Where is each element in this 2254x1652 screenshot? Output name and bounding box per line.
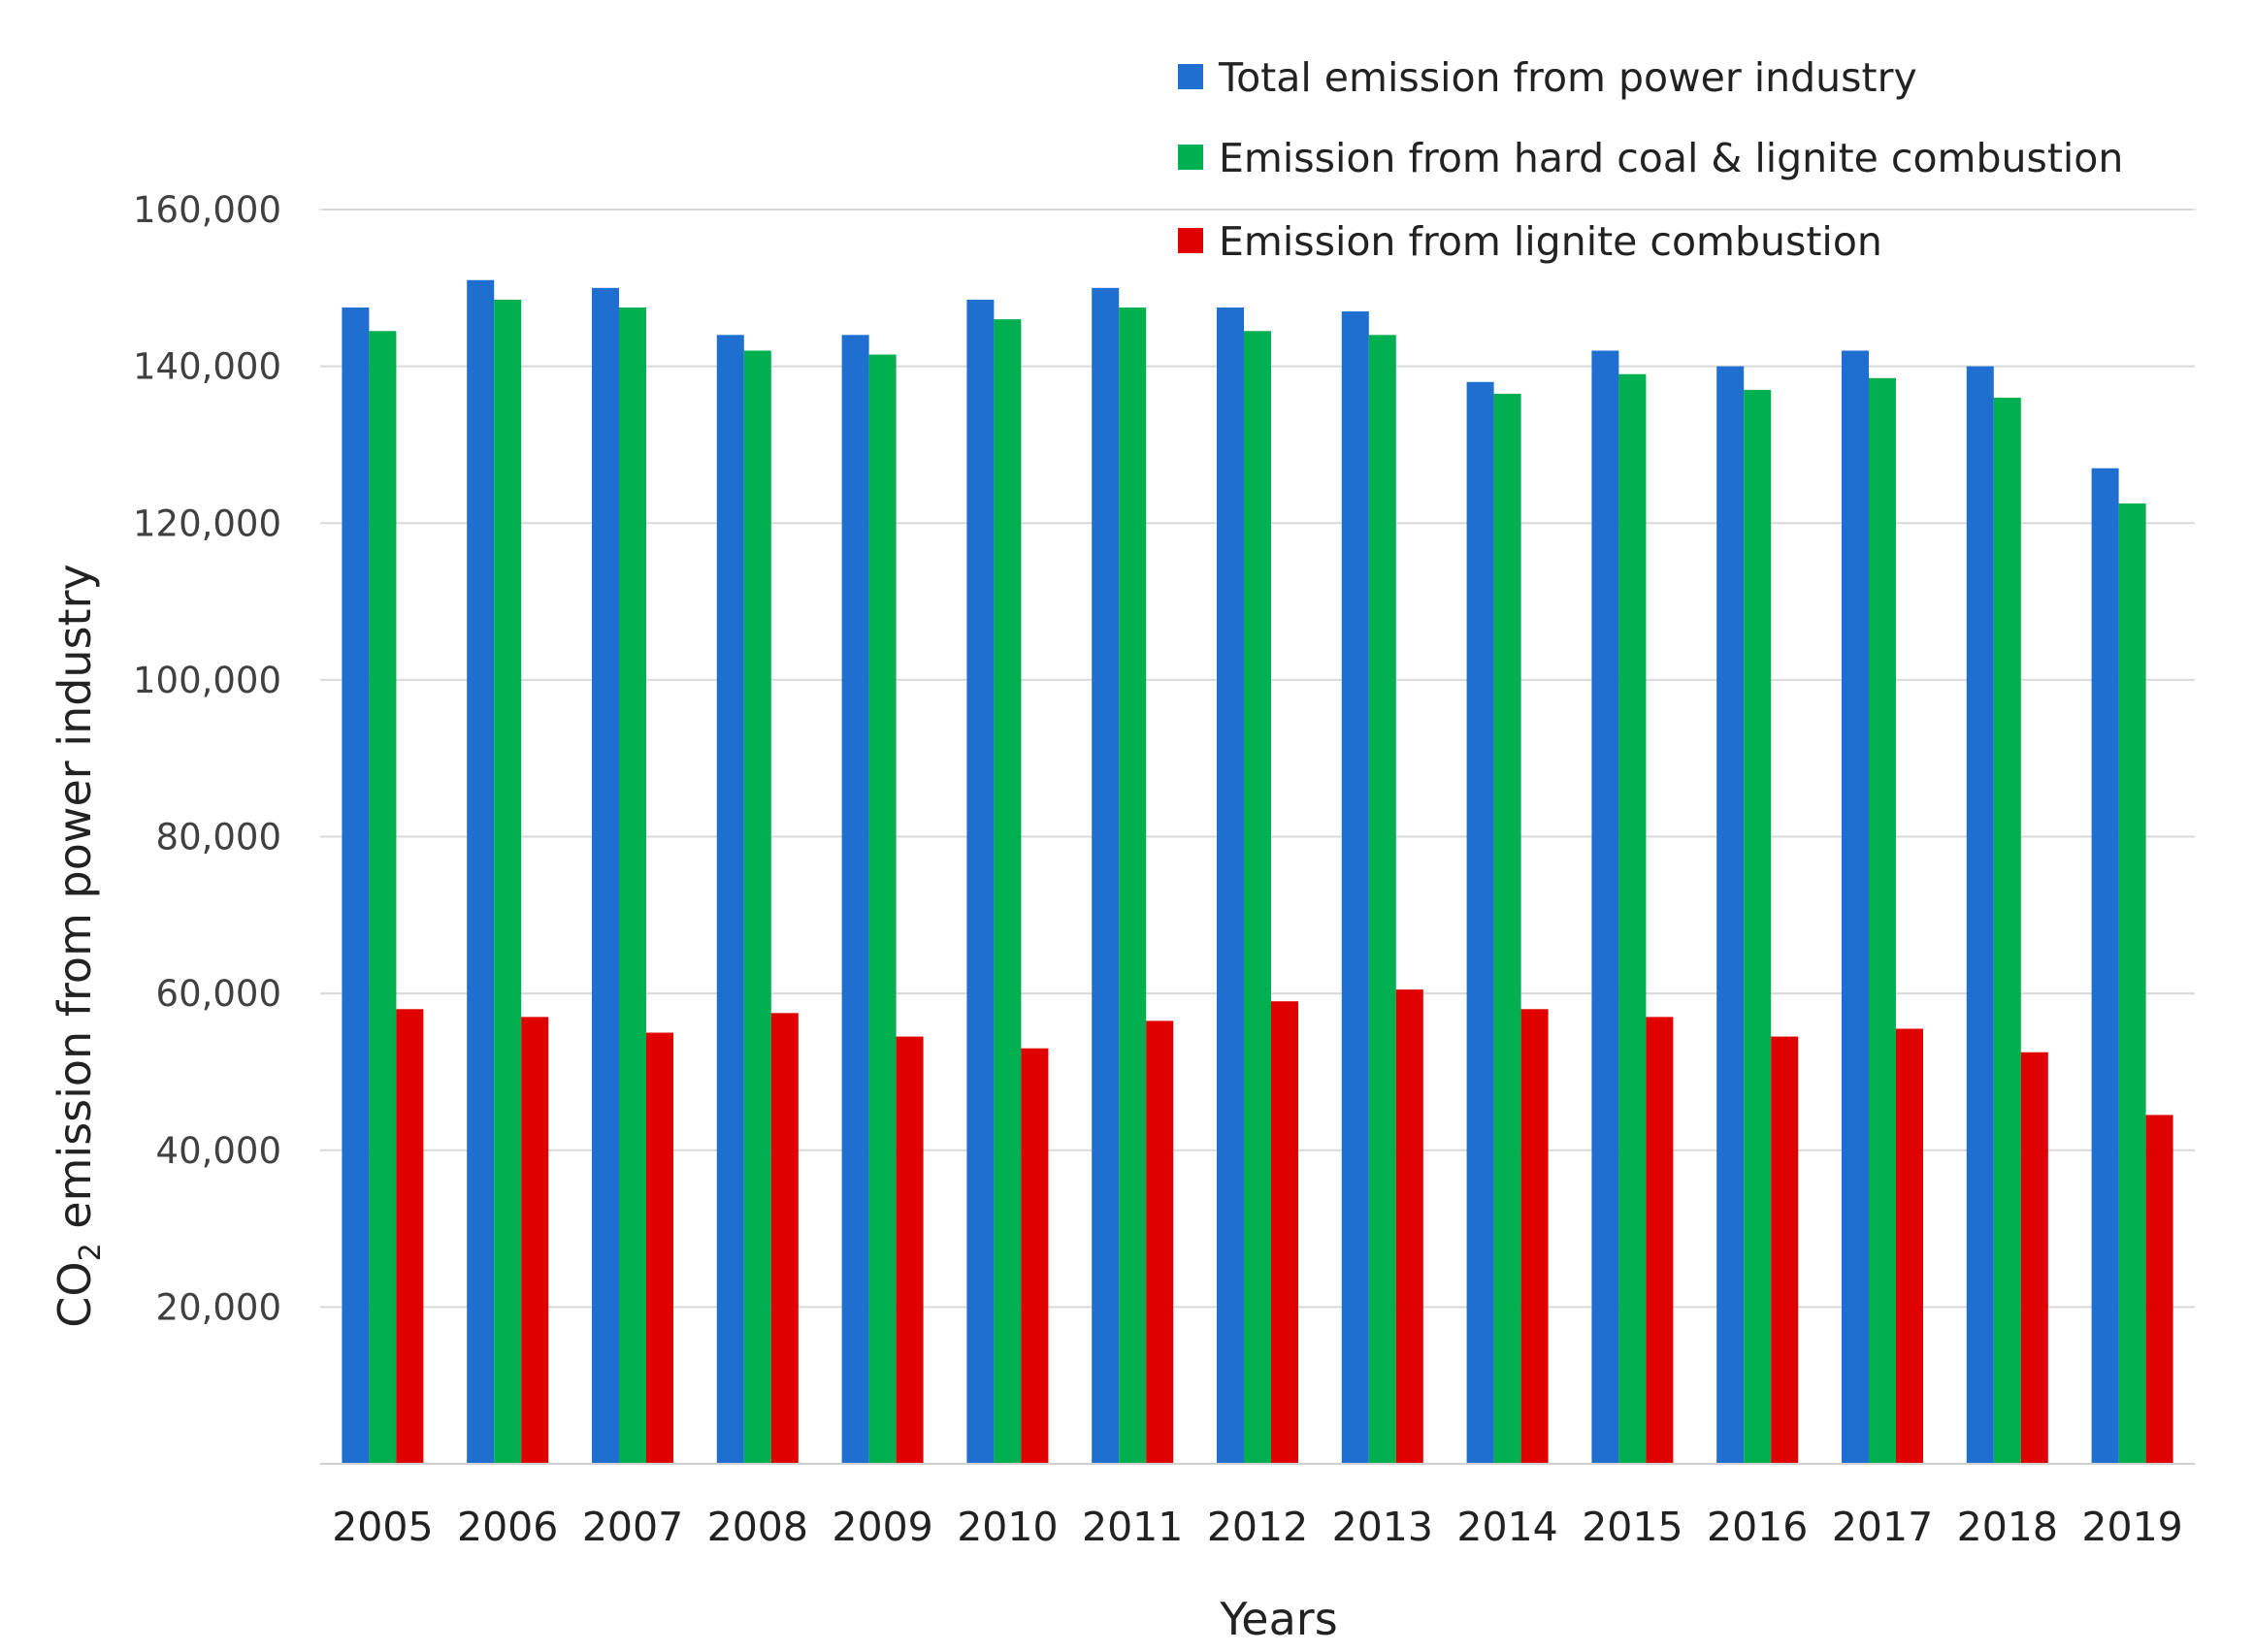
y-tick-label: 60,000	[156, 973, 281, 1015]
y-axis-title-prefix: CO	[49, 1261, 101, 1327]
bar-series-2-2008	[743, 350, 771, 1464]
bar-series-1-2011	[1092, 287, 1120, 1464]
bar-series-2-2007	[619, 308, 646, 1464]
x-tick-label: 2007	[582, 1504, 683, 1550]
x-tick-label: 2017	[1832, 1504, 1933, 1550]
y-tick-label: 20,000	[156, 1286, 281, 1328]
bar-series-3-2014	[1520, 1009, 1549, 1464]
bar-series-2-2014	[1493, 393, 1521, 1464]
x-tick-label: 2011	[1082, 1504, 1183, 1550]
bar-series-1-2016	[1716, 366, 1745, 1464]
bar-series-1-2010	[966, 299, 995, 1465]
y-tick-label: 100,000	[133, 660, 281, 701]
bars	[342, 279, 2173, 1465]
bar-series-1-2009	[841, 335, 869, 1464]
bar-series-3-2016	[1771, 1036, 1799, 1464]
bar-series-3-2006	[521, 1017, 549, 1464]
x-tick-label: 2018	[1957, 1504, 2058, 1550]
bar-series-3-2007	[646, 1032, 673, 1464]
bar-series-3-2011	[1146, 1020, 1174, 1464]
bar-series-2-2018	[1993, 397, 2021, 1465]
bar-series-1-2018	[1966, 366, 1994, 1464]
bar-series-3-2008	[770, 1013, 799, 1464]
bar-series-3-2015	[1646, 1017, 1674, 1464]
bar-series-3-2005	[396, 1009, 424, 1464]
x-tick-label: 2013	[1332, 1504, 1433, 1550]
y-axis-title: CO2 emission from power industry	[49, 564, 108, 1327]
bar-series-2-2019	[2118, 503, 2146, 1464]
bar-series-3-2017	[1896, 1028, 1923, 1464]
x-tick-label: 2015	[1582, 1504, 1682, 1550]
y-axis-ticks: 20,000 40,000 60,000 80,000 100,000 120,000 14…	[133, 189, 281, 1328]
x-tick-label: 2012	[1207, 1504, 1308, 1550]
x-tick-label: 2006	[457, 1504, 558, 1550]
bar-series-1-2012	[1217, 308, 1244, 1464]
bar-series-2-2017	[1869, 377, 1896, 1465]
y-tick-label: 140,000	[133, 346, 281, 388]
legend-label-3: Emission from lignite combustion	[1219, 218, 1882, 265]
y-tick-label: 40,000	[156, 1130, 281, 1172]
bar-series-2-2006	[494, 299, 522, 1465]
bar-series-3-2019	[2145, 1115, 2173, 1464]
bar-series-1-2014	[1466, 381, 1494, 1465]
bar-series-2-2005	[369, 331, 397, 1464]
legend-swatch-1	[1178, 64, 1203, 89]
bar-series-3-2013	[1395, 989, 1423, 1464]
bar-series-1-2006	[467, 279, 495, 1465]
bar-series-3-2009	[896, 1036, 924, 1464]
y-tick-label: 80,000	[156, 817, 281, 858]
legend: Total emission from power industry Emissi…	[1178, 54, 2123, 265]
bar-series-1-2007	[592, 287, 619, 1464]
x-tick-label: 2005	[332, 1504, 433, 1550]
bar-series-3-2010	[1021, 1048, 1049, 1464]
x-axis-title: Years	[1219, 1593, 1337, 1645]
bar-series-1-2008	[716, 335, 744, 1464]
legend-label-1: Total emission from power industry	[1218, 54, 1917, 101]
x-tick-label: 2008	[707, 1504, 808, 1550]
bar-series-1-2019	[2091, 468, 2119, 1464]
bar-series-1-2017	[1842, 350, 1869, 1464]
bar-series-3-2012	[1271, 1001, 1298, 1464]
x-tick-label: 2016	[1707, 1504, 1808, 1550]
x-tick-label: 2010	[957, 1504, 1058, 1550]
legend-label-2: Emission from hard coal & lignite combus…	[1219, 135, 2123, 181]
y-axis-title-subscript: 2	[74, 1243, 108, 1261]
bar-series-1-2015	[1591, 350, 1619, 1464]
bar-series-2-2012	[1244, 331, 1271, 1464]
x-axis-ticks: 2005 2006 2007 2008 2009 2010 2011 2012 2013 2014…	[332, 1504, 2183, 1550]
x-tick-label: 2014	[1456, 1504, 1557, 1550]
y-tick-label: 160,000	[133, 189, 281, 231]
y-axis-title-suffix: emission from power industry	[49, 564, 101, 1243]
legend-swatch-2	[1178, 145, 1203, 170]
legend-swatch-3	[1178, 228, 1203, 253]
bar-series-2-2015	[1618, 373, 1647, 1464]
x-tick-label: 2009	[832, 1504, 932, 1550]
bar-series-3-2018	[2020, 1052, 2048, 1464]
bar-series-1-2005	[342, 308, 370, 1464]
bar-series-2-2011	[1119, 308, 1147, 1464]
bar-series-2-2013	[1368, 335, 1396, 1464]
bar-series-2-2010	[994, 319, 1022, 1465]
bar-series-2-2009	[868, 354, 897, 1464]
y-tick-label: 120,000	[133, 502, 281, 544]
bar-series-1-2013	[1341, 311, 1369, 1464]
bar-series-2-2016	[1744, 389, 1772, 1464]
x-tick-label: 2019	[2081, 1504, 2182, 1550]
